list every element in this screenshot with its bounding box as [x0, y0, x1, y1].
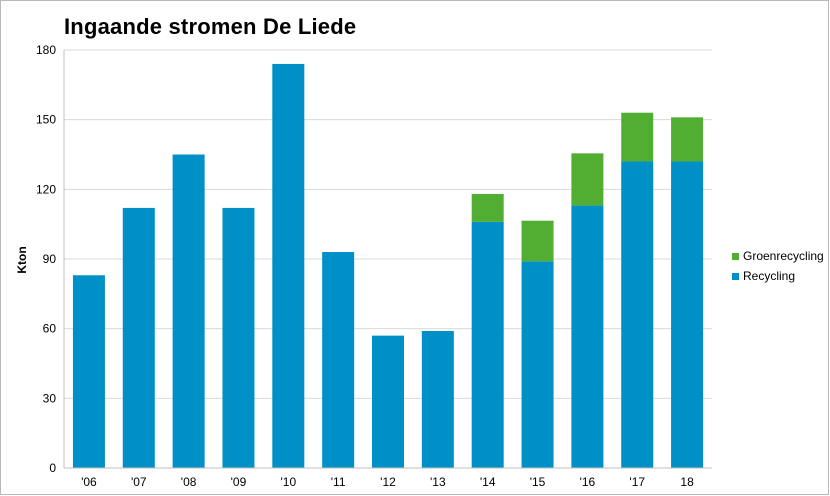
y-tick-label: 30	[43, 391, 57, 405]
x-tick-label: '08	[181, 475, 197, 489]
x-tick-label: '11	[331, 475, 346, 489]
bar-groenrecycling	[471, 193, 504, 222]
bar-recycling	[471, 221, 504, 468]
x-tick-label: '12	[380, 475, 396, 489]
x-tick-label: '16	[580, 475, 596, 489]
x-tick-label: 18	[680, 475, 694, 489]
legend-swatch-groenrecycling	[732, 252, 739, 260]
bar-recycling	[72, 275, 105, 468]
bar-recycling	[671, 161, 704, 468]
x-tick-label: '10	[280, 475, 296, 489]
y-tick-label: 0	[49, 461, 56, 475]
bar-recycling	[571, 205, 604, 469]
bar-recycling	[421, 330, 454, 468]
x-tick-label: '07	[131, 475, 147, 489]
y-axis-label: Kton	[15, 246, 29, 273]
bar-recycling	[172, 154, 205, 468]
y-tick-label: 150	[36, 113, 56, 127]
y-tick-label: 120	[36, 182, 56, 196]
bar-recycling	[521, 261, 554, 468]
bar-recycling	[122, 207, 155, 468]
bar-recycling	[621, 161, 654, 468]
bar-groenrecycling	[671, 117, 704, 162]
legend: Groenrecycling Recycling	[732, 246, 824, 286]
bar-recycling	[272, 63, 305, 468]
y-tick-label: 180	[36, 43, 56, 57]
bar-recycling	[372, 335, 404, 468]
legend-item-recycling: Recycling	[732, 266, 824, 286]
bar-recycling	[222, 207, 255, 468]
legend-swatch-recycling	[732, 272, 739, 280]
x-tick-label: '13	[430, 475, 446, 489]
bar-groenrecycling	[521, 220, 554, 262]
y-tick-label: 60	[43, 322, 57, 336]
x-tick-label: '09	[231, 475, 247, 489]
bar-groenrecycling	[571, 153, 604, 206]
bar-recycling	[322, 252, 355, 468]
y-tick-label: 90	[43, 252, 57, 266]
legend-label-recycling: Recycling	[743, 269, 796, 283]
legend-item-groenrecycling: Groenrecycling	[732, 246, 824, 266]
x-tick-label: '14	[480, 475, 496, 489]
x-tick-label: '06	[81, 475, 97, 489]
chart-title: Ingaande stromen De Liede	[64, 14, 357, 39]
legend-label-groenrecycling: Groenrecycling	[743, 249, 824, 263]
bar-groenrecycling	[621, 112, 654, 162]
x-tick-label: '15	[530, 475, 546, 489]
x-tick-label: '17	[629, 475, 645, 489]
